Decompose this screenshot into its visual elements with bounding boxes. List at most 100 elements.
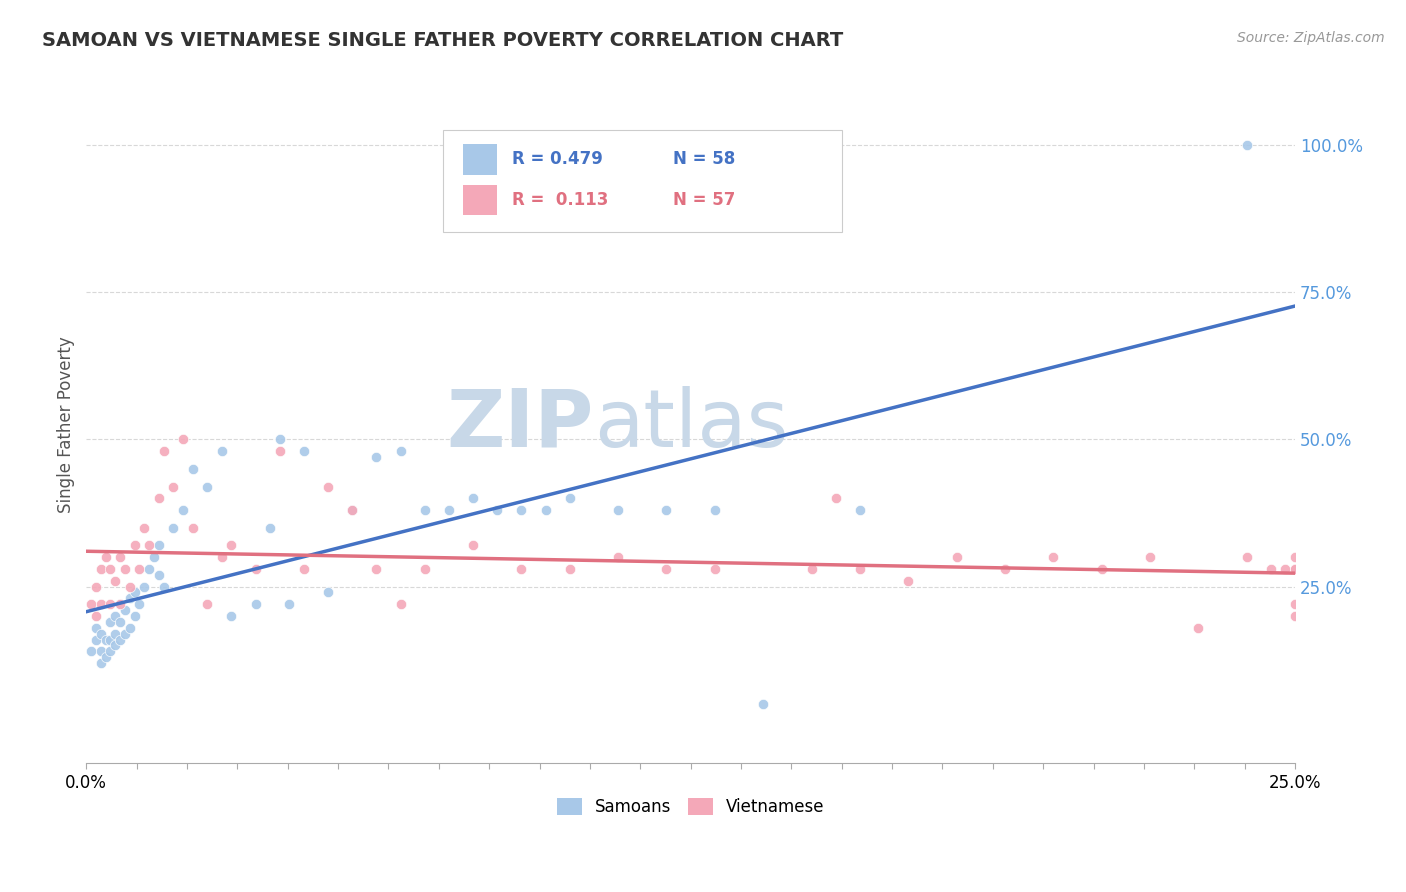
Point bbox=[292, 444, 315, 458]
Point bbox=[994, 562, 1017, 576]
Point bbox=[90, 644, 112, 658]
Point bbox=[1284, 562, 1306, 576]
Text: ZIP: ZIP bbox=[447, 385, 593, 464]
Point bbox=[1284, 562, 1306, 576]
Point bbox=[389, 597, 412, 611]
Point bbox=[1284, 550, 1306, 565]
Point bbox=[342, 503, 364, 517]
Point bbox=[84, 580, 107, 594]
Point bbox=[1284, 597, 1306, 611]
Point bbox=[84, 621, 107, 635]
Point bbox=[221, 538, 243, 552]
Point bbox=[162, 479, 184, 493]
Point bbox=[172, 433, 194, 447]
Point bbox=[269, 444, 291, 458]
Point bbox=[114, 626, 136, 640]
Point bbox=[486, 503, 509, 517]
Point bbox=[849, 562, 872, 576]
Point bbox=[558, 562, 581, 576]
Point bbox=[128, 562, 150, 576]
Point bbox=[800, 562, 823, 576]
Point bbox=[413, 503, 436, 517]
Point bbox=[114, 562, 136, 576]
Point bbox=[100, 632, 122, 647]
FancyBboxPatch shape bbox=[443, 130, 842, 232]
Point bbox=[80, 644, 103, 658]
Point bbox=[108, 597, 131, 611]
Text: N = 58: N = 58 bbox=[672, 151, 735, 169]
Text: SAMOAN VS VIETNAMESE SINGLE FATHER POVERTY CORRELATION CHART: SAMOAN VS VIETNAMESE SINGLE FATHER POVER… bbox=[42, 31, 844, 50]
Point bbox=[413, 562, 436, 576]
Point bbox=[1091, 562, 1114, 576]
Point bbox=[897, 574, 920, 588]
Point bbox=[90, 597, 112, 611]
Point bbox=[162, 521, 184, 535]
Point bbox=[148, 567, 170, 582]
Text: N = 57: N = 57 bbox=[672, 191, 735, 209]
Point bbox=[221, 609, 243, 624]
Point bbox=[108, 632, 131, 647]
Point bbox=[292, 562, 315, 576]
Point bbox=[104, 639, 127, 653]
Point bbox=[94, 650, 117, 665]
Text: Source: ZipAtlas.com: Source: ZipAtlas.com bbox=[1237, 31, 1385, 45]
Point bbox=[1236, 550, 1258, 565]
Point bbox=[90, 656, 112, 670]
Point bbox=[655, 562, 678, 576]
Point bbox=[461, 538, 484, 552]
Point bbox=[1139, 550, 1161, 565]
Point bbox=[118, 580, 141, 594]
Point bbox=[1274, 562, 1296, 576]
Point bbox=[152, 444, 174, 458]
Point bbox=[824, 491, 846, 506]
Point bbox=[316, 479, 339, 493]
Point bbox=[366, 562, 388, 576]
Point bbox=[108, 615, 131, 629]
Point bbox=[195, 479, 218, 493]
Point bbox=[607, 503, 630, 517]
Point bbox=[94, 632, 117, 647]
Point bbox=[100, 615, 122, 629]
Point bbox=[138, 562, 160, 576]
Point bbox=[259, 521, 281, 535]
Point bbox=[211, 444, 233, 458]
Y-axis label: Single Father Poverty: Single Father Poverty bbox=[58, 336, 75, 513]
Point bbox=[461, 491, 484, 506]
Point bbox=[269, 433, 291, 447]
Point bbox=[172, 503, 194, 517]
Point bbox=[90, 626, 112, 640]
Point bbox=[104, 626, 127, 640]
FancyBboxPatch shape bbox=[464, 145, 498, 175]
Point bbox=[80, 597, 103, 611]
Point bbox=[128, 597, 150, 611]
Text: R = 0.479: R = 0.479 bbox=[512, 151, 603, 169]
Point bbox=[752, 698, 775, 712]
Point bbox=[100, 562, 122, 576]
Point bbox=[534, 503, 557, 517]
Point bbox=[118, 621, 141, 635]
FancyBboxPatch shape bbox=[464, 185, 498, 215]
Point bbox=[152, 580, 174, 594]
Point bbox=[124, 585, 146, 599]
Point bbox=[108, 597, 131, 611]
Point bbox=[703, 562, 725, 576]
Point bbox=[148, 538, 170, 552]
Point bbox=[118, 591, 141, 606]
Point bbox=[945, 550, 967, 565]
Point bbox=[134, 521, 156, 535]
Point bbox=[211, 550, 233, 565]
Point bbox=[138, 538, 160, 552]
Point bbox=[1284, 609, 1306, 624]
Point bbox=[245, 562, 267, 576]
Point bbox=[1042, 550, 1064, 565]
Text: R =  0.113: R = 0.113 bbox=[512, 191, 609, 209]
Point bbox=[389, 444, 412, 458]
Point bbox=[143, 550, 166, 565]
Point bbox=[114, 603, 136, 617]
Point bbox=[124, 538, 146, 552]
Point bbox=[195, 597, 218, 611]
Point bbox=[558, 491, 581, 506]
Point bbox=[100, 597, 122, 611]
Point bbox=[104, 574, 127, 588]
Point bbox=[437, 503, 460, 517]
